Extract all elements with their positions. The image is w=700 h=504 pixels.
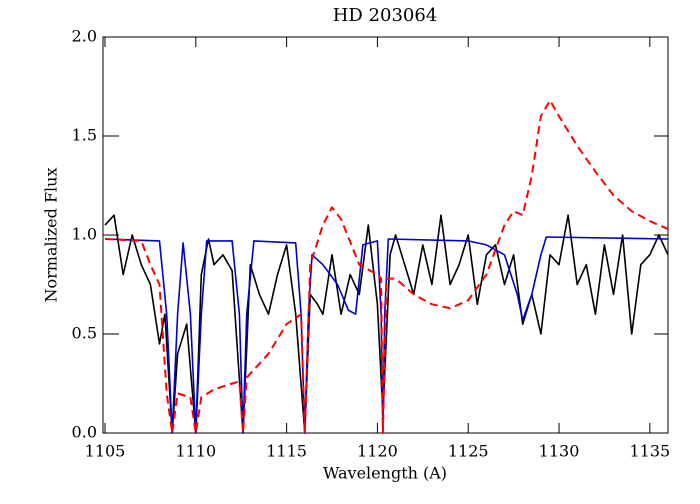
y-tick-label: 2.0 (72, 27, 97, 46)
x-tick-label: 1115 (266, 442, 307, 461)
y-tick-label: 1.0 (72, 225, 97, 244)
y-tick-label: 1.5 (72, 126, 97, 145)
x-axis-label: Wavelength (A) (323, 464, 447, 483)
y-tick-label: 0.0 (72, 423, 97, 442)
x-tick-label: 1120 (357, 442, 398, 461)
series-line (104, 236, 669, 434)
x-tick-label: 1125 (448, 442, 489, 461)
x-tick-label: 1105 (85, 442, 126, 461)
chart-title: HD 203064 (333, 5, 438, 26)
y-axis-label: Normalized Flux (42, 168, 61, 303)
x-tick-label: 1130 (539, 442, 580, 461)
series-line (104, 214, 669, 434)
series-line (104, 99, 669, 434)
x-tick-label: 1135 (629, 442, 670, 461)
y-tick-label: 0.5 (72, 324, 97, 343)
x-tick-label: 1110 (175, 442, 216, 461)
